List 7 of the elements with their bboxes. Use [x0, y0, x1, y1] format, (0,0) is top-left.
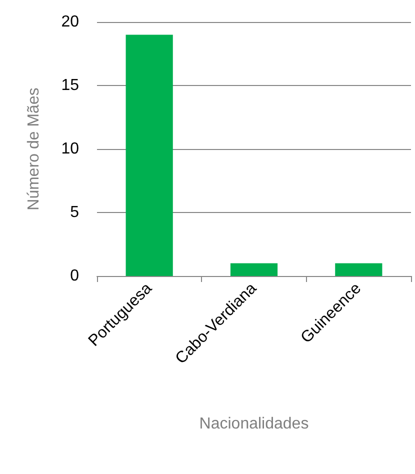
y-tick-label: 15	[61, 77, 80, 94]
y-axis-title: Número de Mães	[26, 88, 42, 210]
y-tick-label: 0	[70, 268, 80, 284]
y-tick-label: 20	[61, 14, 80, 30]
y-tick-label: 10	[61, 140, 80, 158]
x-axis-title: Nacionalidades	[199, 416, 309, 432]
y-tick-label: 5	[70, 204, 80, 221]
